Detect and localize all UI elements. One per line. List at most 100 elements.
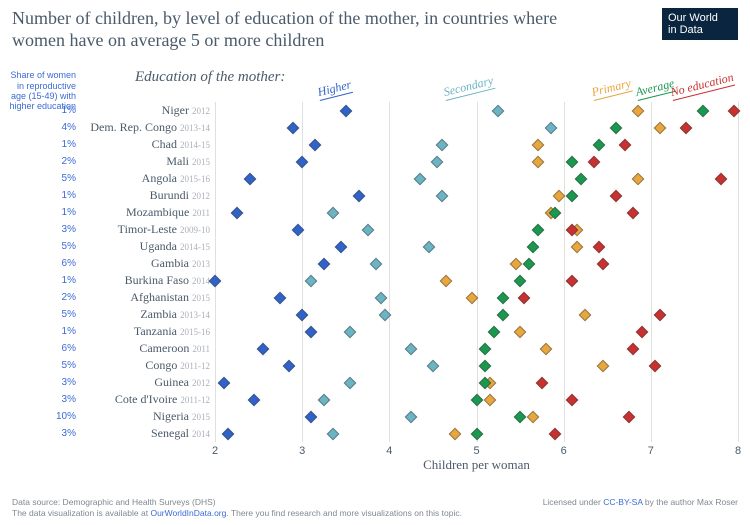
marker-no_education [623,410,636,423]
marker-average [470,427,483,440]
tick-label: 7 [648,445,654,457]
country-row: 6%Cameroon2011 [0,340,750,357]
marker-higher [243,172,256,185]
marker-secondary [427,359,440,372]
pct-label: 1% [6,102,76,119]
marker-no_education [597,257,610,270]
year-label: 2009-10 [177,225,210,235]
marker-higher [209,274,222,287]
marker-average [575,172,588,185]
tick-label: 6 [561,445,567,457]
pct-label: 3% [6,374,76,391]
marker-primary [531,138,544,151]
marker-secondary [370,257,383,270]
marker-primary [631,172,644,185]
owid-logo: Our World in Data [662,8,738,40]
country-row: 10%Nigeria2015 [0,408,750,425]
country-row: 3%Senegal2014 [0,425,750,442]
marker-average [531,223,544,236]
pct-label: 5% [6,306,76,323]
marker-primary [531,155,544,168]
license-link[interactable]: CC-BY-SA [603,497,642,507]
country-label: Niger2012 [78,102,210,120]
tick-label: 5 [473,445,479,457]
header: Number of children, by level of educatio… [0,0,750,51]
legend-item-higher: Higher [316,77,353,101]
marker-no_education [566,393,579,406]
country-label: Burundi2012 [78,187,210,205]
pct-label: 5% [6,170,76,187]
footer-note-prefix: The data visualization is available at [12,508,150,518]
country-row: 6%Gambia2013 [0,255,750,272]
country-row: 2%Afghanistan2015 [0,289,750,306]
marker-average [514,274,527,287]
marker-no_education [679,121,692,134]
country-row: 1%Burkina Faso2014 [0,272,750,289]
country-label: Mali2015 [78,153,210,171]
country-label: Timor-Leste2009-10 [78,221,210,239]
marker-higher [274,291,287,304]
license-prefix: Licensed under [543,497,604,507]
year-label: 2012 [189,378,210,388]
marker-higher [318,257,331,270]
year-label: 2014-15 [177,140,210,150]
year-label: 2015 [189,293,210,303]
year-label: 2014 [189,276,210,286]
marker-higher [283,359,296,372]
pct-label: 3% [6,221,76,238]
marker-primary [514,325,527,338]
marker-secondary [326,206,339,219]
country-label: Cameroon2011 [78,340,210,358]
pct-label: 2% [6,289,76,306]
country-label: Guinea2012 [78,374,210,392]
country-label: Mozambique2011 [78,204,210,222]
legend-item-primary: Primary [590,76,633,101]
country-label: Nigeria2015 [78,408,210,426]
chart-area: Share of women in reproductive age (15-4… [0,57,750,467]
country-row: 5%Uganda2014-15 [0,238,750,255]
country-label: Angola2015-16 [78,170,210,188]
marker-average [488,325,501,338]
license-suffix: by the author Max Roser [643,497,738,507]
year-label: 2012 [189,191,210,201]
country-row: 1%Niger2012 [0,102,750,119]
marker-no_education [636,325,649,338]
marker-secondary [435,138,448,151]
marker-higher [305,325,318,338]
marker-primary [631,104,644,117]
country-label: Tanzania2015-16 [78,323,210,341]
marker-primary [570,240,583,253]
pct-label: 1% [6,204,76,221]
marker-secondary [492,104,505,117]
footer-link[interactable]: OurWorldInData.org [150,508,226,518]
marker-primary [553,189,566,202]
marker-secondary [326,427,339,440]
marker-average [527,240,540,253]
marker-primary [540,342,553,355]
marker-secondary [361,223,374,236]
tick-label: 4 [386,445,392,457]
country-label: Gambia2013 [78,255,210,273]
marker-no_education [714,172,727,185]
footer-note-suffix: . There you find research and more visua… [226,508,462,518]
country-row: 1%Chad2014-15 [0,136,750,153]
marker-no_education [588,155,601,168]
marker-higher [339,104,352,117]
year-label: 2012 [189,106,210,116]
pct-label: 3% [6,391,76,408]
marker-primary [448,427,461,440]
country-row: 5%Zambia2013-14 [0,306,750,323]
country-row: 2%Mali2015 [0,153,750,170]
marker-average [479,342,492,355]
country-row: 4%Dem. Rep. Congo2013-14 [0,119,750,136]
pct-label: 1% [6,136,76,153]
marker-secondary [435,189,448,202]
marker-higher [217,376,230,389]
marker-secondary [422,240,435,253]
marker-higher [296,155,309,168]
tick-label: 8 [735,445,741,457]
marker-primary [466,291,479,304]
marker-no_education [566,274,579,287]
marker-no_education [618,138,631,151]
pct-label: 10% [6,408,76,425]
